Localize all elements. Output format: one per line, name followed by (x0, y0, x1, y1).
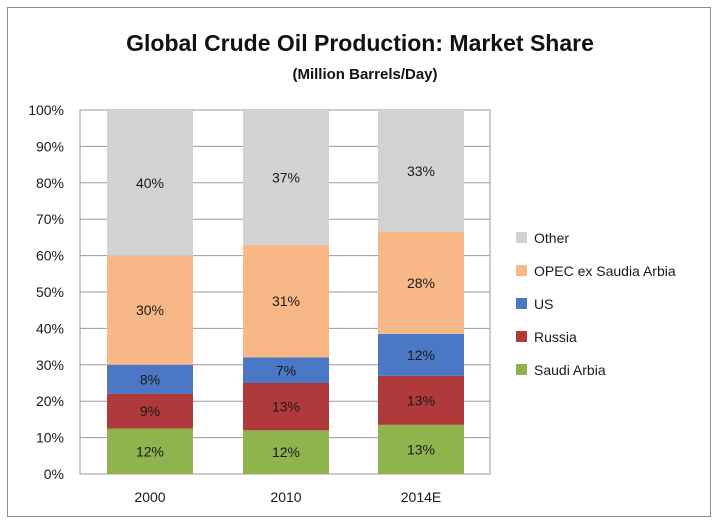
y-tick-label: 70% (36, 211, 64, 227)
data-label: 12% (136, 443, 164, 459)
data-label: 7% (276, 362, 296, 378)
y-axis: 0% 10% 20% 30% 40% 50% 60% 70% 80% 90% 100% (28, 102, 64, 482)
legend-label: US (534, 296, 553, 312)
bar-segment (107, 364, 193, 394)
y-tick-label: 30% (36, 357, 64, 373)
bar-segment (378, 333, 464, 376)
bar-segment (243, 357, 329, 383)
legend-label: Other (534, 230, 569, 246)
legend-swatch (516, 298, 527, 309)
legend: Other OPEC ex Saudia Arbia US Russia Saudi A… (516, 230, 676, 378)
data-label: 8% (140, 371, 160, 387)
data-label: 40% (136, 175, 164, 191)
bar-segment (378, 231, 464, 334)
bar-segment (107, 110, 193, 256)
data-label: 9% (140, 403, 160, 419)
x-tick-label: 2014E (401, 489, 441, 505)
legend-swatch (516, 265, 527, 276)
data-label: 13% (272, 399, 300, 415)
bar-segment (107, 393, 193, 429)
y-tick-label: 10% (36, 430, 64, 446)
legend-label: OPEC ex Saudia Arbia (534, 263, 676, 279)
legend-swatch (516, 232, 527, 243)
bar-segment (378, 110, 464, 232)
data-label: 31% (272, 293, 300, 309)
data-label: 28% (407, 275, 435, 291)
bar-segment (378, 375, 464, 425)
bar-segment (243, 110, 329, 245)
x-axis: 2000 2010 2014E (134, 489, 441, 505)
data-label: 33% (407, 163, 435, 179)
data-label: 37% (272, 169, 300, 185)
data-label: 30% (136, 302, 164, 318)
y-tick-label: 0% (44, 466, 64, 482)
bar-segment (107, 255, 193, 365)
data-labels: 12% 9% 8% 30% 40% 12% 13% 7% 31% 37% 13% 13% 12% 28% 3… (136, 163, 435, 460)
y-tick-label: 50% (36, 284, 64, 300)
y-tick-label: 80% (36, 175, 64, 191)
data-label: 12% (272, 444, 300, 460)
bar-segment (243, 430, 329, 474)
y-tick-label: 90% (36, 138, 64, 154)
data-label: 12% (407, 347, 435, 363)
chart-subtitle: (Million Barrels/Day) (292, 66, 437, 83)
bars (107, 110, 464, 474)
bar-segment (107, 428, 193, 474)
data-label: 13% (407, 441, 435, 457)
y-tick-label: 60% (36, 248, 64, 264)
x-tick-label: 2000 (134, 489, 165, 505)
data-label: 13% (407, 392, 435, 408)
legend-swatch (516, 331, 527, 342)
legend-label: Saudi Arbia (534, 362, 606, 378)
bar-segment (243, 383, 329, 431)
bar-segment (378, 424, 464, 474)
legend-swatch (516, 364, 527, 375)
y-tick-label: 100% (28, 102, 64, 118)
legend-label: Russia (534, 329, 577, 345)
x-tick-label: 2010 (270, 489, 301, 505)
y-tick-label: 40% (36, 320, 64, 336)
chart-title: Global Crude Oil Production: Market Shar… (126, 30, 594, 56)
bar-segment (243, 244, 329, 358)
y-tick-label: 20% (36, 393, 64, 409)
